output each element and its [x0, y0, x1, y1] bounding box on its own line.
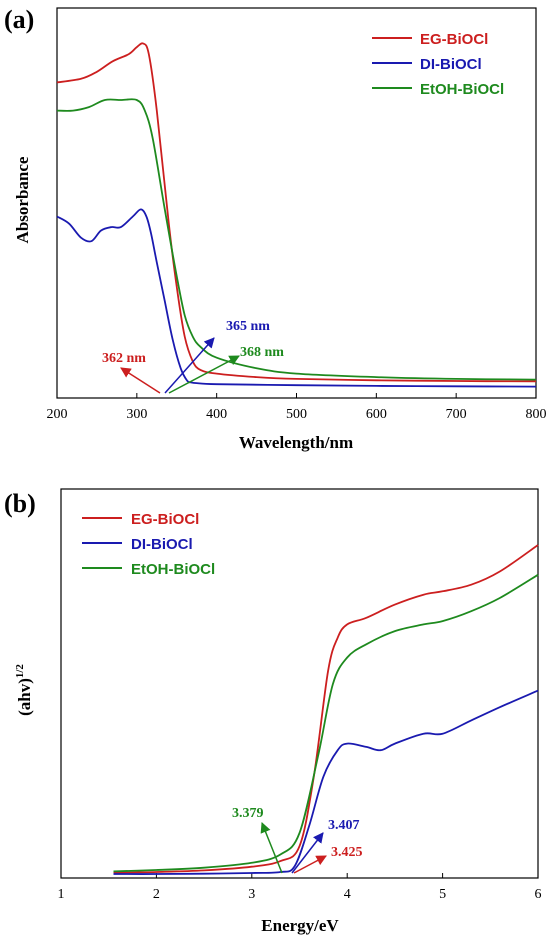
series-line-b-etoh-biocl: [113, 574, 539, 873]
panel-a-x-ticks: 200 300 400 500 600 700 800: [47, 393, 547, 422]
x-tick-label: 2: [153, 887, 160, 902]
annotation-arrow-3425: [293, 855, 327, 874]
panel-a: (a) Absorbance Wavelength/nm 200 300 400 50…: [4, 5, 547, 452]
legend-label-eg: EG-BiOCl: [420, 31, 488, 48]
panel-b-ylabel-sup: 1/2: [14, 664, 26, 679]
annotation-arrow-368: [168, 355, 240, 394]
legend-label-di: DI-BiOCl: [420, 56, 482, 73]
x-tick-label: 400: [206, 407, 227, 422]
annotation-arrow-3379: [260, 822, 283, 874]
panel-a-series: [56, 42, 537, 388]
legend-b-label-di: DI-BiOCl: [131, 536, 193, 553]
panel-b-ylabel: (ahv)1/2: [14, 664, 34, 716]
panel-b: (b) (ahv)1/2 Energy/eV 1 2 3 4 5 6 EG-BiOCl D…: [4, 488, 542, 935]
x-tick-label: 4: [344, 887, 351, 902]
x-tick-label: 500: [286, 407, 307, 422]
panel-b-legend: EG-BiOCl DI-BiOCl EtOH-BiOCl: [82, 511, 215, 578]
panel-a-annotations: 362 nm 365 nm 368 nm: [102, 319, 284, 394]
annotation-arrow-362: [120, 367, 161, 394]
panel-a-xlabel: Wavelength/nm: [239, 433, 353, 452]
legend-b-label-eg: EG-BiOCl: [131, 511, 199, 528]
series-line-b-eg-biocl: [113, 544, 539, 874]
panel-b-ylabel-base: (ahv): [15, 678, 34, 716]
series-line-b-di-biocl: [113, 689, 539, 875]
series-line-a-etoh-biocl: [56, 98, 537, 381]
panel-b-annotations: 3.379 3.407 3.425: [232, 806, 363, 874]
panel-b-series: [113, 544, 539, 875]
x-tick-label: 5: [439, 887, 446, 902]
x-tick-label: 200: [47, 407, 68, 422]
panel-b-xlabel: Energy/eV: [261, 916, 339, 935]
legend-label-etoh: EtOH-BiOCl: [420, 81, 504, 98]
series-line-a-di-biocl: [56, 208, 537, 388]
x-tick-label: 800: [526, 407, 547, 422]
annotation-368nm: 368 nm: [240, 345, 284, 360]
panel-b-ylabel-group: (ahv)1/2: [14, 664, 34, 716]
legend-b-label-etoh: EtOH-BiOCl: [131, 561, 215, 578]
annotation-365nm: 365 nm: [226, 319, 270, 334]
panel-b-x-ticks: 1 2 3 4 5 6: [58, 873, 542, 902]
x-tick-label: 600: [366, 407, 387, 422]
panel-a-ylabel: Absorbance: [13, 156, 32, 243]
x-tick-label: 6: [535, 887, 542, 902]
annotation-3425: 3.425: [331, 845, 363, 860]
panel-a-legend: EG-BiOCl DI-BiOCl EtOH-BiOCl: [372, 31, 504, 98]
panel-b-label: (b): [4, 489, 36, 518]
annotation-3407: 3.407: [328, 818, 360, 833]
x-tick-label: 1: [58, 887, 65, 902]
x-tick-label: 3: [248, 887, 255, 902]
annotation-arrow-365: [164, 337, 215, 394]
x-tick-label: 300: [126, 407, 147, 422]
panel-b-frame: [60, 488, 539, 879]
panel-a-label: (a): [4, 5, 34, 34]
annotation-3379: 3.379: [232, 806, 264, 821]
annotation-362nm: 362 nm: [102, 351, 146, 366]
x-tick-label: 700: [446, 407, 467, 422]
annotation-arrow-3407: [291, 832, 324, 874]
